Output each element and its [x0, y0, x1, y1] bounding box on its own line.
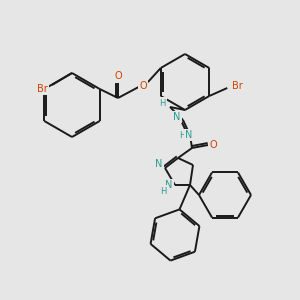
Text: O: O: [114, 71, 122, 81]
Text: O: O: [209, 140, 217, 150]
Text: H: H: [159, 98, 165, 107]
Text: N: N: [185, 130, 193, 140]
Text: Br: Br: [232, 81, 243, 91]
Text: Br: Br: [37, 84, 47, 94]
Text: H: H: [179, 130, 185, 140]
Text: H: H: [160, 187, 166, 196]
Text: N: N: [155, 159, 163, 169]
Text: N: N: [165, 180, 173, 190]
Text: O: O: [139, 81, 147, 91]
Text: N: N: [173, 112, 181, 122]
